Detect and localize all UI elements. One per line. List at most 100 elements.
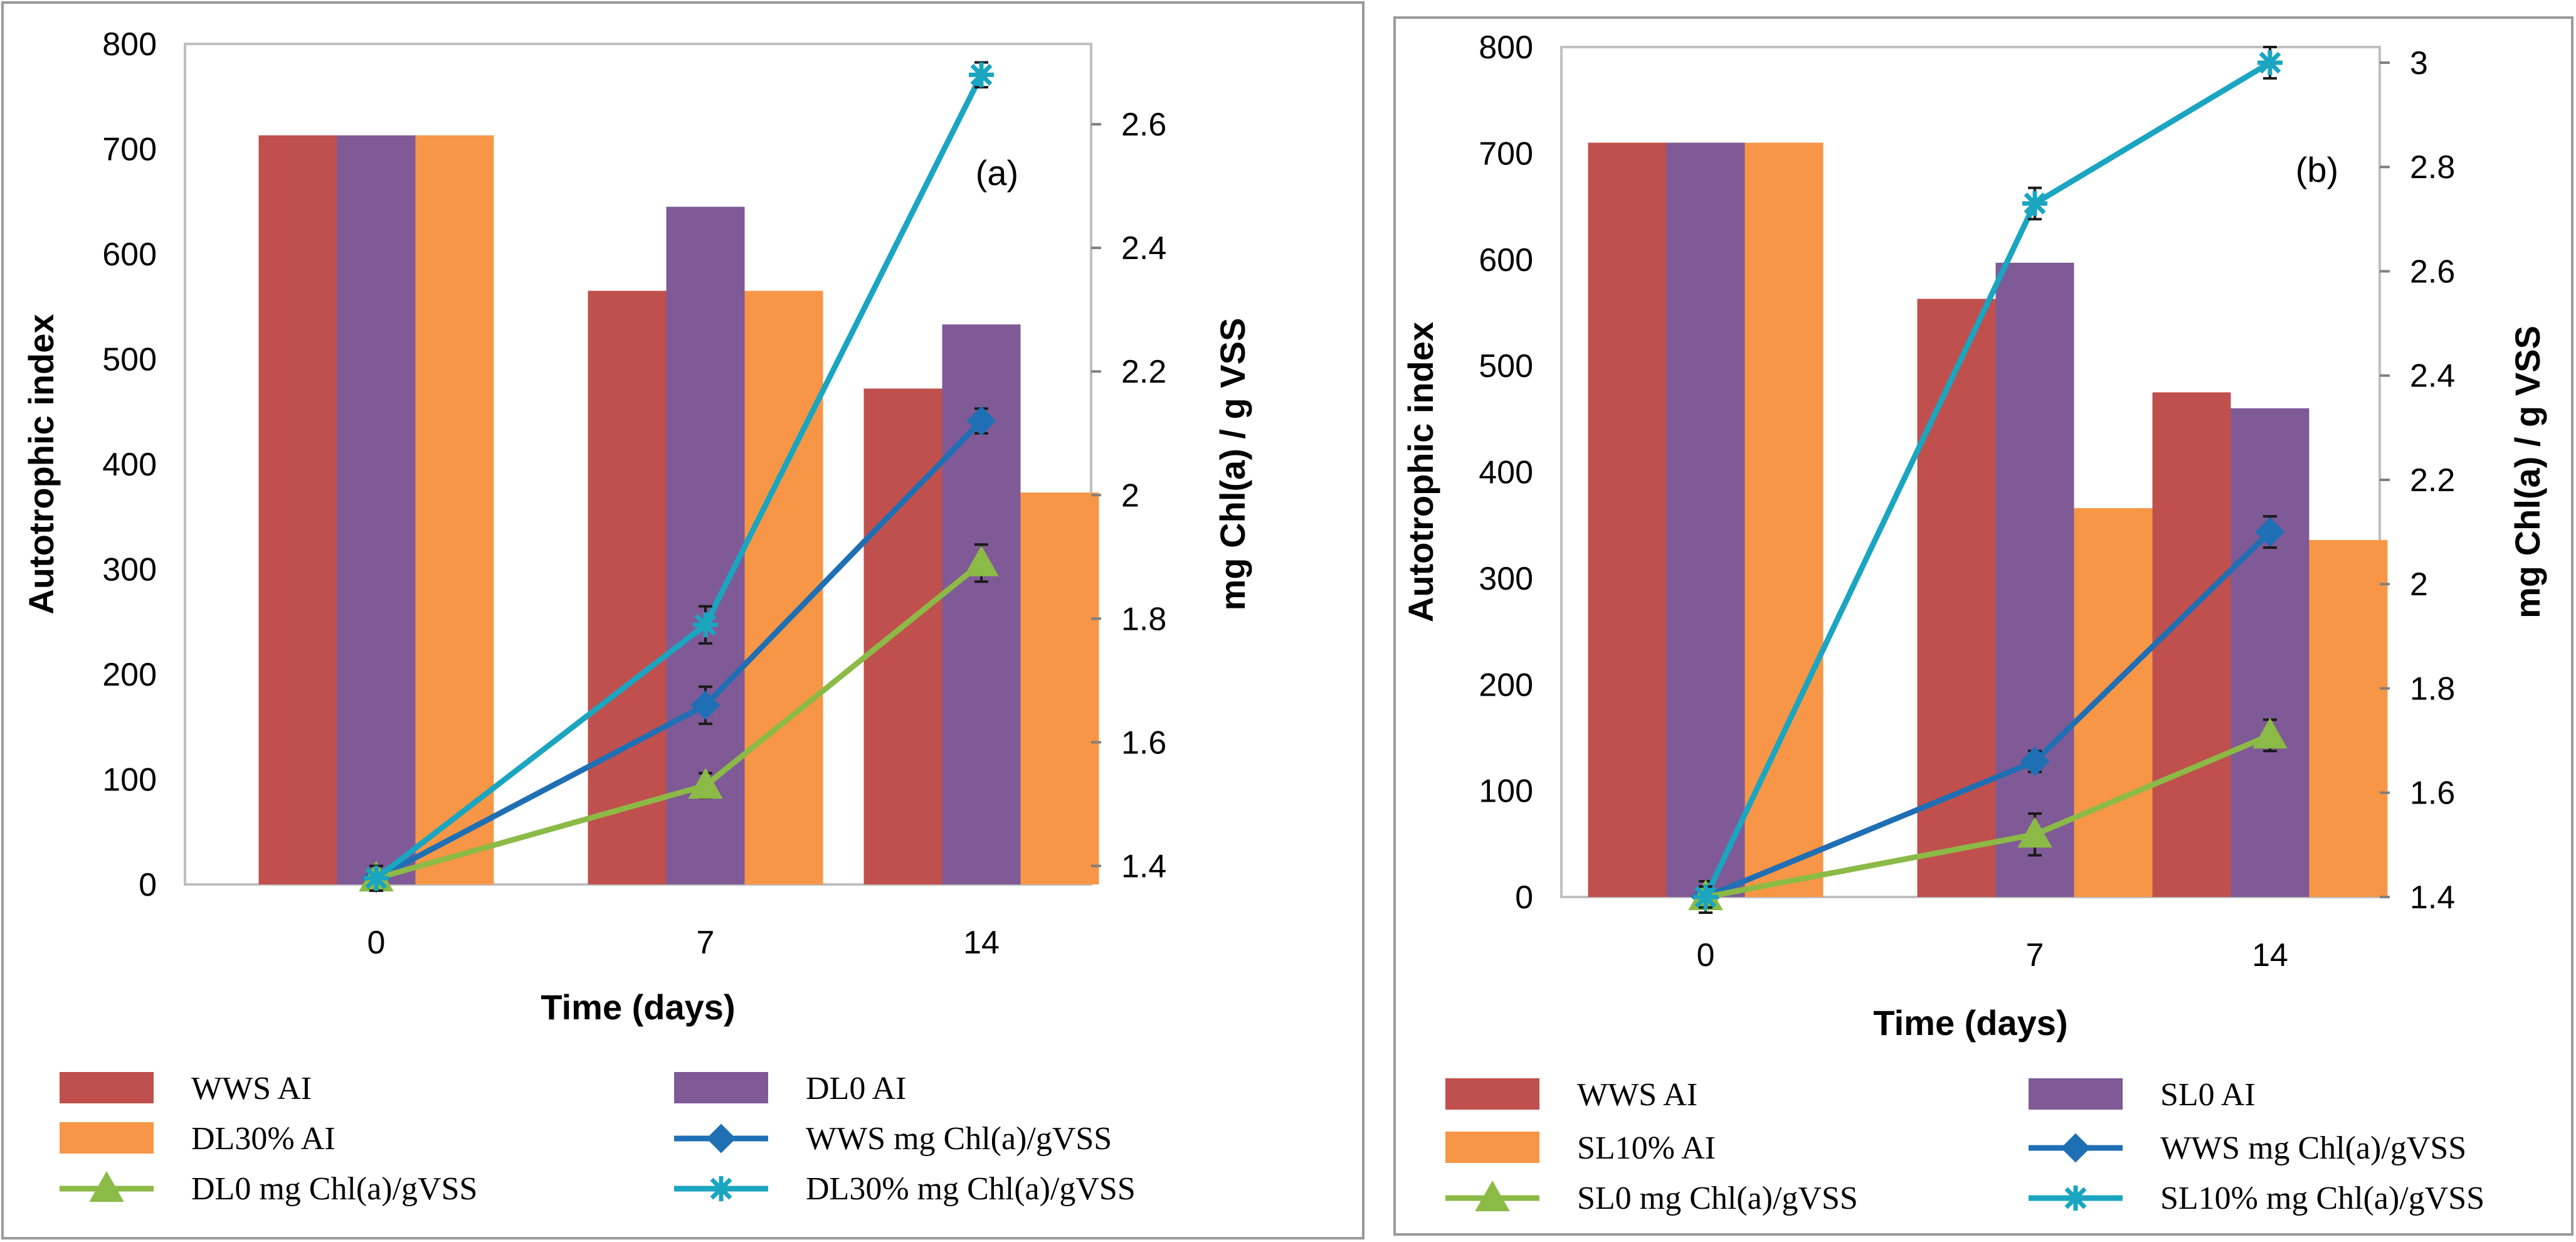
ytick-a-4: 400 (102, 447, 157, 483)
point-a-s2-c1 (693, 612, 718, 638)
y2tick-b-5: 2.4 (2410, 358, 2455, 395)
legend-marker-a-3 (706, 1123, 736, 1154)
point-a-s0-c1 (690, 690, 721, 720)
panel-label-a: (a) (976, 153, 1018, 193)
point-a-s0-c2 (966, 406, 996, 436)
ytick-a-3: 300 (102, 552, 157, 588)
point-a-s1-c2 (964, 545, 999, 576)
point-a-s2-c2 (969, 62, 994, 88)
bar-a-s0-c2 (863, 388, 942, 884)
ytick-a-1: 100 (102, 762, 157, 799)
legend-swatch-b-1 (2029, 1078, 2123, 1110)
ytick-b-5: 500 (1479, 348, 1533, 385)
xtick-a-0: 0 (367, 925, 386, 961)
y2tick-b-2: 1.8 (2410, 671, 2455, 707)
y2tick-b-0: 1.4 (2410, 879, 2455, 916)
bar-b-s0-c0 (1588, 142, 1667, 897)
legend-swatch-b-0 (1445, 1078, 1539, 1110)
bar-a-s0-c1 (588, 290, 667, 884)
y2tick-a-1: 1.6 (1121, 724, 1166, 761)
ytick-b-6: 600 (1479, 242, 1533, 279)
ylabel-a: Autotrophic index (21, 314, 61, 614)
ytick-a-5: 500 (102, 342, 157, 378)
bar-a-s2-c0 (415, 135, 494, 885)
legend-label-a-3: WWS mg Chl(a)/gVSS (806, 1121, 1112, 1157)
bar-b-s2-c0 (1745, 142, 1824, 897)
ylabel-b: Autotrophic index (1401, 322, 1440, 622)
bar-b-s0-c1 (1917, 299, 1996, 897)
y2tick-b-4: 2.2 (2410, 462, 2455, 499)
xtick-b-0: 0 (1697, 937, 1715, 974)
ytick-a-7: 700 (102, 132, 157, 168)
ytick-b-4: 400 (1479, 455, 1533, 491)
bar-b-s0-c2 (2152, 392, 2231, 897)
y2tick-a-0: 1.4 (1121, 848, 1166, 884)
legend-marker-a-5 (709, 1176, 734, 1201)
y2tick-a-5: 2.4 (1121, 230, 1166, 267)
y2tick-a-6: 2.6 (1121, 107, 1166, 143)
bar-a-s1-c0 (337, 135, 416, 885)
y2tick-b-7: 2.8 (2410, 149, 2455, 186)
legend-label-b-1: SL0 AI (2160, 1077, 2256, 1113)
xtick-b-1: 7 (2026, 937, 2044, 974)
legend-label-b-2: SL10% AI (1577, 1130, 1716, 1166)
bar-b-s1-c1 (1995, 262, 2074, 897)
xlabel-b: Time (days) (1873, 1003, 2067, 1043)
point-a-s1-c1 (688, 768, 723, 799)
point-b-s1-c2 (2252, 718, 2288, 749)
ytick-b-7: 700 (1479, 135, 1533, 172)
y2tick-a-3: 2 (1121, 477, 1139, 514)
ytick-a-8: 800 (102, 26, 157, 63)
y2tick-a-2: 1.8 (1121, 601, 1166, 637)
legend-swatch-b-2 (1445, 1132, 1539, 1163)
legend-label-a-1: DL0 AI (806, 1071, 906, 1107)
y2tick-a-4: 2.2 (1121, 354, 1166, 390)
legend-swatch-a-1 (674, 1072, 768, 1103)
point-b-s0-c2 (2255, 517, 2285, 547)
point-b-s0-c1 (2020, 746, 2050, 777)
ytick-a-0: 0 (139, 867, 157, 903)
xtick-a-2: 14 (963, 925, 1000, 961)
ytick-b-0: 0 (1515, 879, 1533, 916)
legend-label-b-4: SL0 mg Chl(a)/gVSS (1577, 1181, 1858, 1216)
bar-a-s2-c1 (744, 290, 823, 884)
xtick-b-2: 14 (2252, 937, 2288, 974)
ytick-b-1: 100 (1479, 773, 1533, 810)
point-b-s2-c1 (2022, 191, 2047, 216)
point-b-s2-c0 (1693, 884, 1718, 910)
bar-a-s2-c2 (1020, 492, 1099, 884)
y2label-a: mg Chl(a) / g VSS (1213, 318, 1252, 611)
legend-label-a-4: DL0 mg Chl(a)/gVSS (191, 1171, 477, 1207)
y2tick-b-1: 1.6 (2410, 775, 2455, 812)
point-b-s1-c1 (2017, 817, 2052, 848)
legend-label-a-2: DL30% AI (191, 1121, 335, 1157)
legend-swatch-a-2 (60, 1122, 154, 1154)
y2tick-b-8: 3 (2410, 45, 2428, 82)
legend-marker-b-5 (2063, 1186, 2088, 1211)
point-a-s2-c0 (364, 866, 389, 891)
bar-b-s1-c0 (1666, 142, 1745, 897)
legend-marker-b-3 (2061, 1133, 2091, 1163)
legend-label-b-0: WWS AI (1577, 1077, 1697, 1113)
bar-b-s2-c2 (2309, 539, 2388, 897)
ytick-a-6: 600 (102, 236, 157, 273)
legend-swatch-a-0 (60, 1072, 154, 1103)
bar-b-s1-c2 (2230, 408, 2309, 897)
legend-label-a-5: DL30% mg Chl(a)/gVSS (806, 1171, 1136, 1207)
point-b-s2-c2 (2257, 50, 2283, 75)
y2tick-b-3: 2 (2410, 566, 2428, 603)
panel-label-b: (b) (2296, 150, 2338, 189)
legend-marker-b-4 (1475, 1180, 1510, 1211)
ytick-b-2: 200 (1479, 667, 1533, 703)
xlabel-a: Time (days) (541, 987, 735, 1027)
ytick-a-2: 200 (102, 657, 157, 693)
y2label-b: mg Chl(a) / g VSS (2508, 326, 2547, 618)
bar-a-s0-c0 (258, 135, 337, 885)
legend-label-a-0: WWS AI (191, 1071, 312, 1107)
y2tick-b-6: 2.6 (2410, 253, 2455, 290)
bar-b-s2-c1 (2074, 508, 2153, 897)
legend-label-b-3: WWS mg Chl(a)/gVSS (2160, 1130, 2466, 1166)
legend-marker-a-4 (89, 1170, 124, 1202)
xtick-a-1: 7 (697, 925, 715, 961)
legend-label-b-5: SL10% mg Chl(a)/gVSS (2160, 1181, 2484, 1216)
